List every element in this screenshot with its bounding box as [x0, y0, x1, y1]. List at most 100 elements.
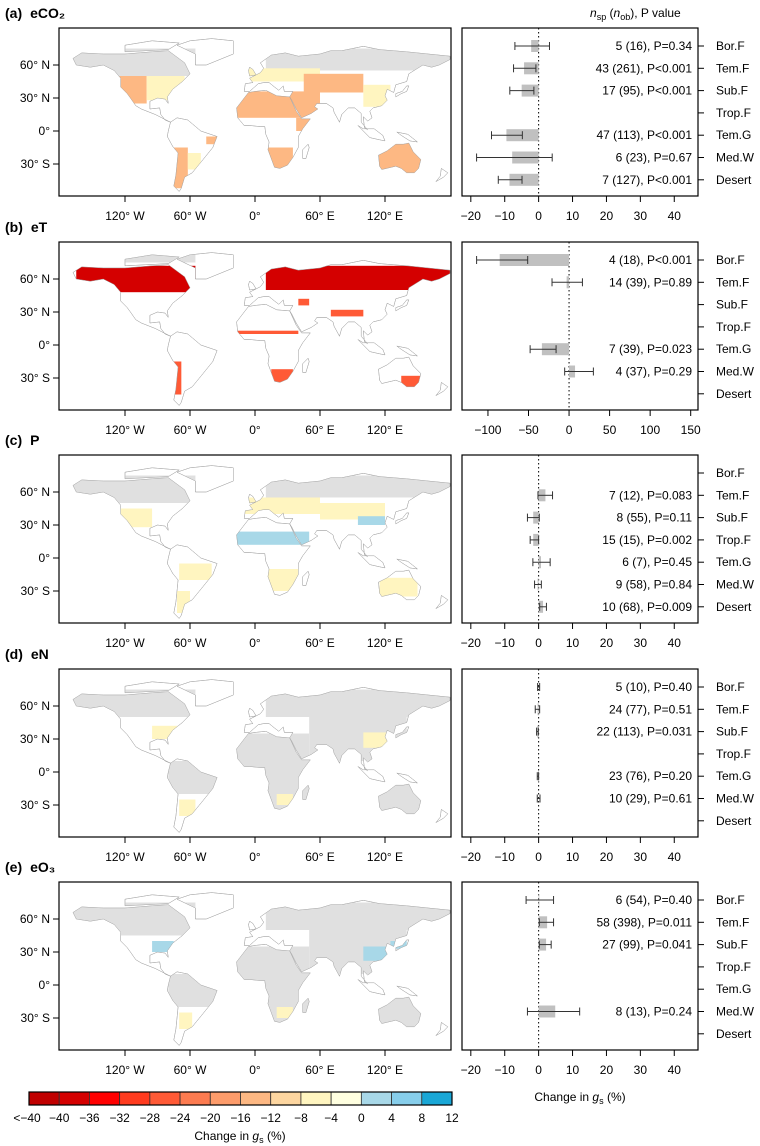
- sample-size-p-value: 17 (95), P<0.001: [602, 84, 692, 98]
- bar-x-axis-label: Change in gs (%): [534, 1090, 625, 1106]
- coastline-greenland: [176, 892, 234, 920]
- category-label: Trop.F: [716, 320, 751, 334]
- no-data-region: [309, 717, 407, 761]
- coastline-south-america: [167, 758, 218, 833]
- coastline-new-guinea: [396, 345, 419, 357]
- colorbar-label: Change in gs (%): [194, 1129, 285, 1145]
- x-tick-label: −100: [474, 423, 501, 437]
- lon-tick-label: 120° E: [367, 850, 403, 864]
- category-label: Bor.F: [716, 253, 745, 267]
- coastline-eurasia: [243, 687, 451, 772]
- coastline-japan: [395, 299, 410, 312]
- land-new-guinea: [396, 985, 419, 997]
- panels: (a) eCO₂ 60° N 30° N 0° 30° S 120° W 60° W 0° 60°…: [5, 5, 755, 1077]
- coastline-indonesia: [357, 766, 386, 783]
- coastline-africa: [236, 944, 311, 1023]
- coastline-new-zealand: [435, 382, 449, 396]
- coastline-africa: [236, 731, 311, 810]
- x-tick-label: −50: [518, 423, 539, 437]
- coastline-australia: [378, 783, 422, 814]
- response-region: [265, 265, 450, 290]
- coastline-greenland: [176, 252, 234, 280]
- lon-tick-label: 120° E: [367, 636, 403, 650]
- category-label: Tem.F: [716, 488, 749, 502]
- category-label: Tem.G: [716, 128, 751, 142]
- colorbar-tick-label: −12: [261, 1111, 282, 1125]
- no-data-region: [265, 689, 450, 717]
- lat-tick-label: 30° N: [20, 305, 50, 319]
- sample-size-p-value: 7 (12), P=0.083: [609, 488, 692, 502]
- panel-name: eO₃: [30, 859, 55, 875]
- response-region: [244, 68, 320, 82]
- sample-size-p-value: 7 (39), P=0.023: [609, 342, 692, 356]
- sample-size-p-value: 6 (23), P=0.67: [616, 151, 693, 165]
- no-data-region: [236, 733, 310, 811]
- effect-size-chart: 6 (54), P=0.40 Bor.F 58 (398), P=0.011 Tem.…: [461, 881, 755, 1077]
- response-region: [330, 309, 364, 317]
- chart-frame: [461, 241, 699, 411]
- response-region: [179, 799, 196, 816]
- coastline-japan: [395, 512, 410, 525]
- sample-size-p-value: 9 (58), P=0.84: [616, 578, 693, 592]
- sample-size-p-value: 27 (99), P=0.041: [602, 938, 692, 952]
- coastline-south-america: [167, 331, 218, 406]
- coastline-britain: [248, 493, 257, 504]
- response-region: [146, 76, 185, 101]
- coastline-north-america: [72, 264, 191, 337]
- coastline-australia: [378, 356, 422, 387]
- panel-title: (b) eT: [5, 219, 48, 235]
- sample-size-p-value: 7 (127), P<0.001: [602, 173, 692, 187]
- x-tick-label: 10: [566, 850, 580, 864]
- no-data-region: [73, 48, 196, 76]
- coastline-indonesia: [357, 339, 386, 356]
- coastline-arctic-islands: [124, 254, 180, 267]
- colorbar-swatch: [58, 1091, 90, 1106]
- lon-tick-label: 60° E: [305, 423, 334, 437]
- x-tick-label: −20: [461, 636, 482, 650]
- x-tick-label: 30: [634, 209, 648, 223]
- lat-tick-label: 30° N: [20, 945, 50, 959]
- land-greenland: [176, 892, 234, 920]
- land-new-guinea: [396, 772, 419, 784]
- x-tick-label: 10: [566, 1063, 580, 1077]
- x-tick-label: −10: [495, 850, 516, 864]
- coastline-new-guinea: [396, 772, 419, 784]
- response-region: [265, 569, 299, 591]
- chart-frame: [461, 454, 699, 624]
- panel-tag: (e): [5, 859, 22, 875]
- sample-size-p-value: 58 (398), P=0.011: [596, 915, 692, 929]
- lat-tick-label: 30° S: [21, 798, 50, 812]
- category-label: Tem.F: [716, 915, 749, 929]
- coastline-japan: [395, 726, 410, 739]
- response-region: [236, 531, 310, 545]
- coastline-greenland: [176, 38, 234, 66]
- colorbar-swatch: [360, 1091, 392, 1106]
- map-content: [72, 252, 451, 406]
- x-tick-label: 30: [634, 1063, 648, 1077]
- coastline-new-guinea: [396, 131, 419, 143]
- category-label: Tem.G: [716, 555, 751, 569]
- world-map: [58, 27, 452, 197]
- lon-tick-label: 0°: [249, 636, 261, 650]
- coastline-arctic-islands: [124, 681, 180, 694]
- colorbar-swatch: [300, 1091, 332, 1106]
- coastline-britain: [248, 280, 257, 291]
- lon-tick-label: 60° W: [174, 423, 207, 437]
- land-britain: [248, 280, 257, 291]
- panel-name: eN: [31, 646, 49, 662]
- lat-tick-label: 0°: [39, 338, 51, 352]
- x-tick-label: −10: [495, 209, 516, 223]
- coastline-eurasia: [243, 260, 451, 345]
- colorbar-swatch: [149, 1091, 181, 1106]
- coastline-eurasia: [243, 900, 451, 985]
- coastline-madagascar: [302, 784, 310, 800]
- land-new-guinea: [396, 131, 419, 143]
- colorbar-swatch: [421, 1091, 453, 1106]
- colorbar-frame: [28, 1091, 453, 1106]
- sample-size-p-value: 22 (113), P=0.031: [596, 725, 692, 739]
- lon-tick-label: 120° W: [105, 1063, 145, 1077]
- colorbar-tick-label: −8: [294, 1111, 308, 1125]
- lat-tick-label: 60° N: [20, 699, 50, 713]
- coastline-new-zealand: [435, 1022, 449, 1036]
- coastline-new-zealand: [435, 168, 449, 182]
